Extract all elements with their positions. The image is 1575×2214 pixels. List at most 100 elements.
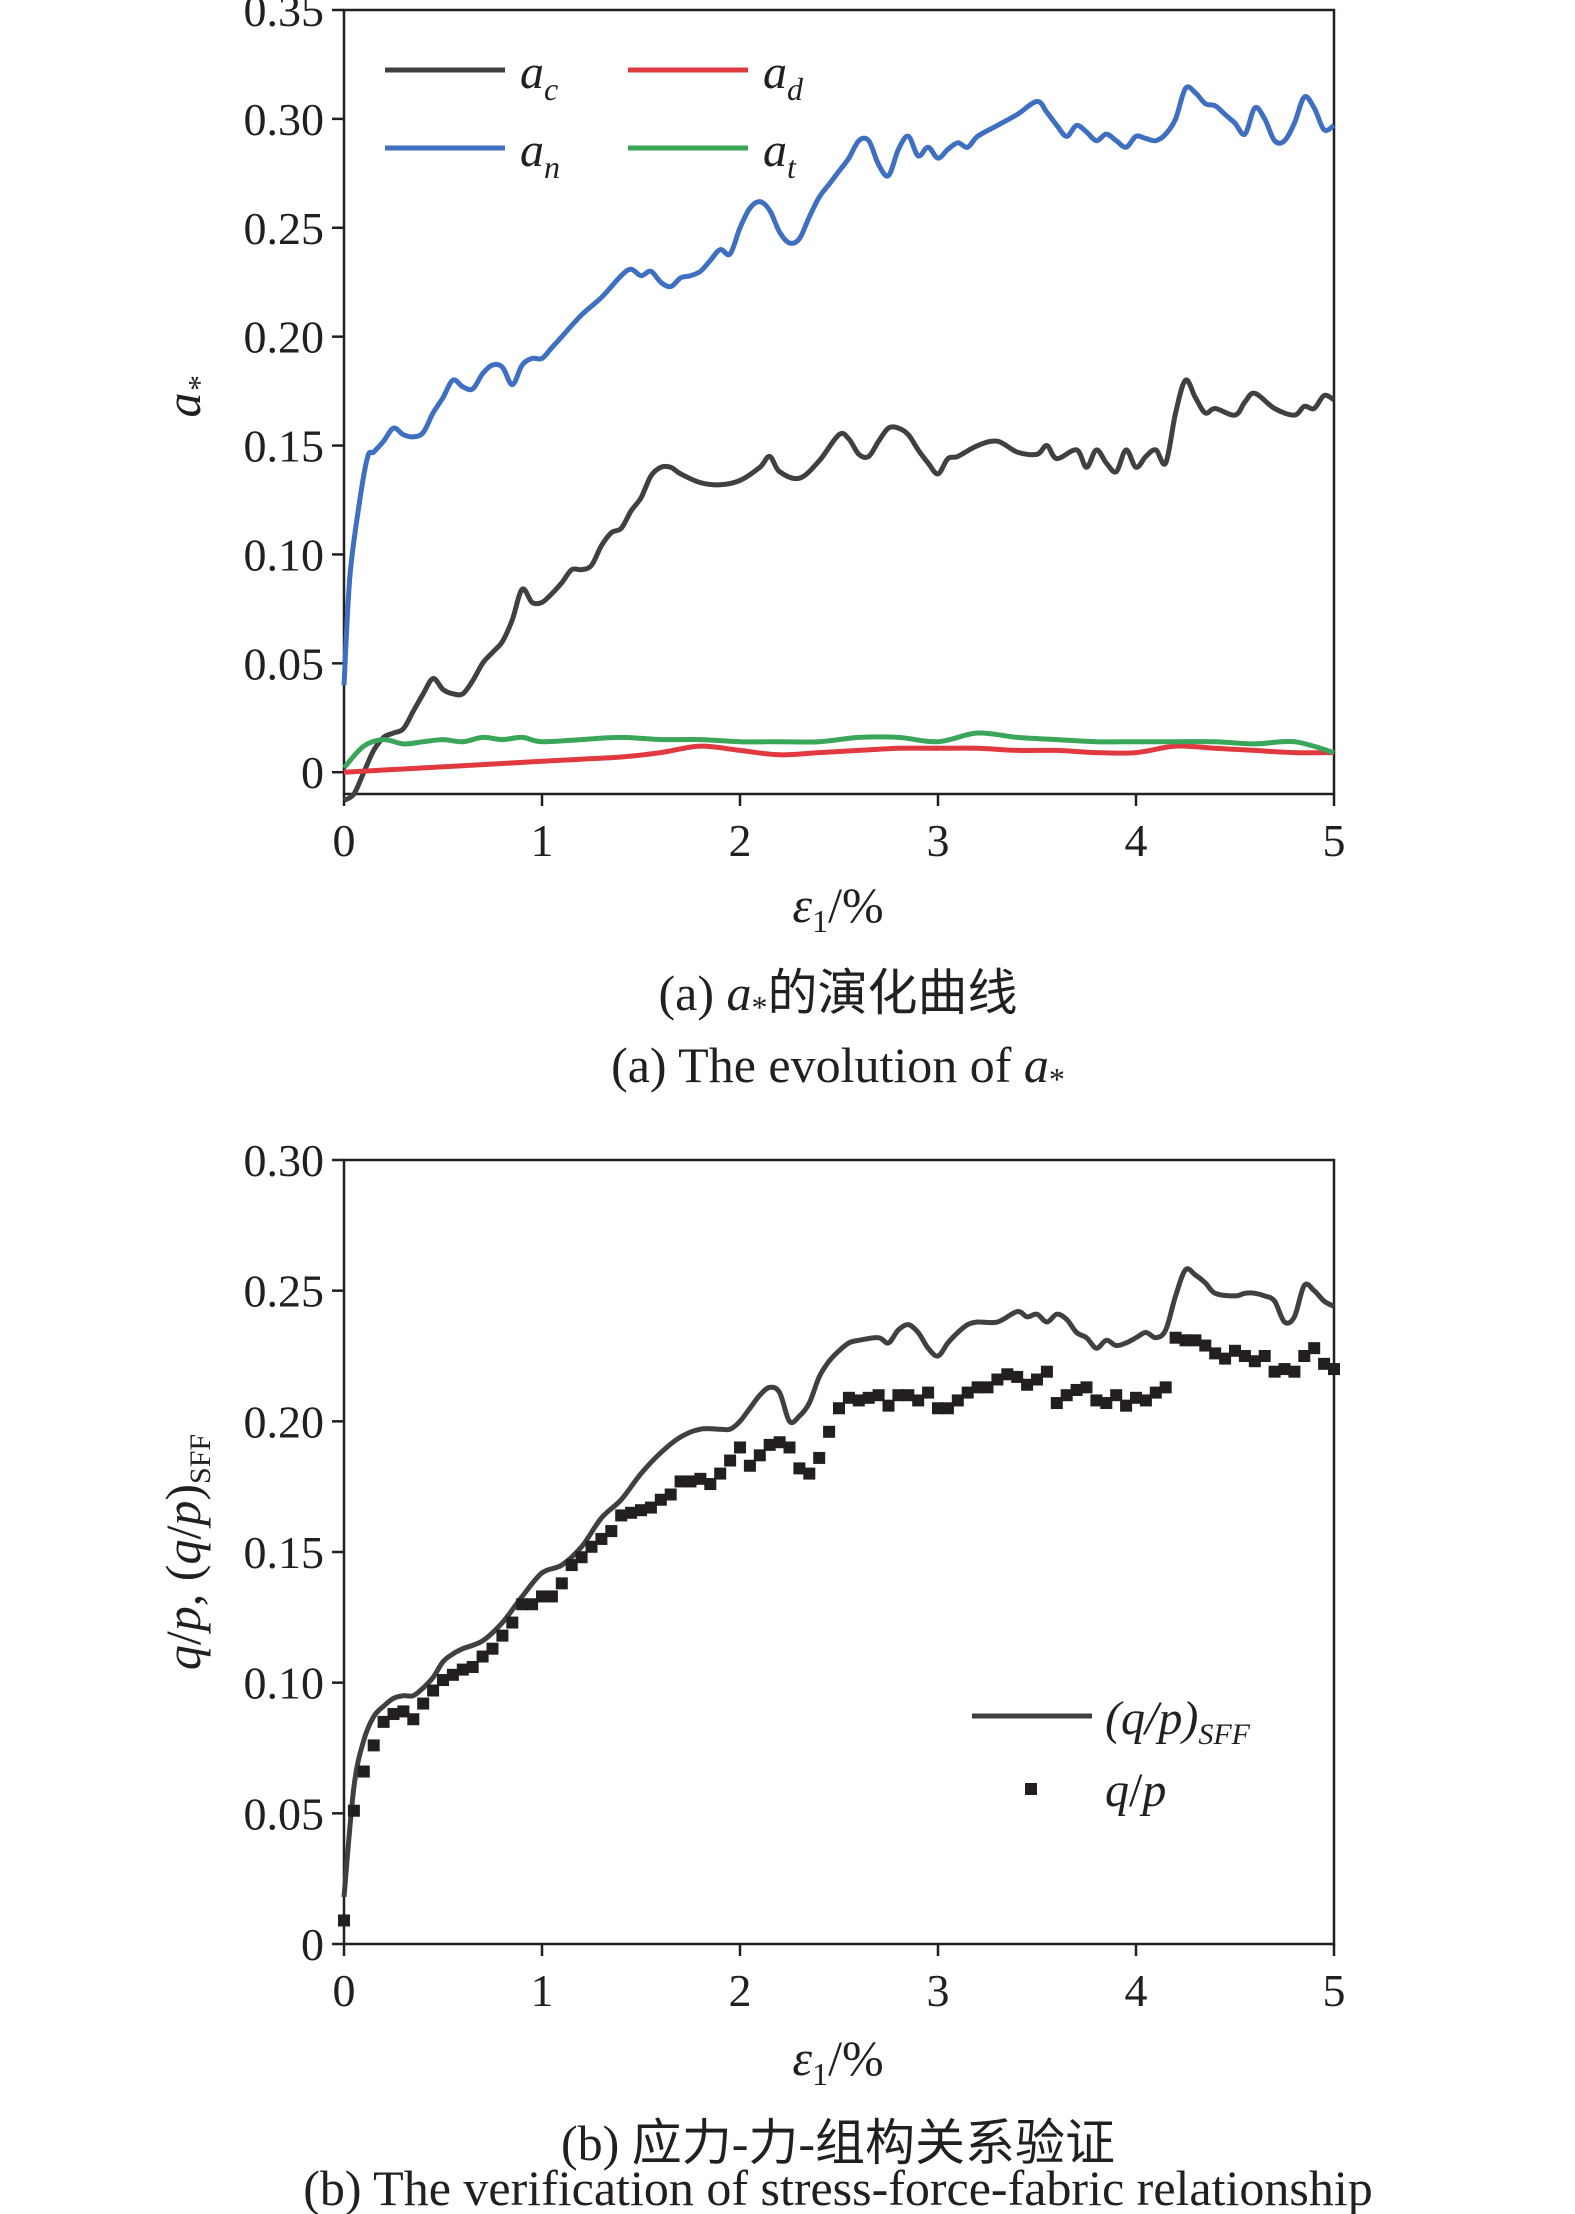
chart-b-point-q-p	[486, 1642, 499, 1655]
chart-b-legend: (q/p)SFF q/p	[972, 1692, 1251, 1817]
chart-a-series-ac-line	[342, 377, 1336, 803]
chart-b-point-q-p	[763, 1438, 776, 1451]
chart-b-point-q-p	[1209, 1347, 1222, 1360]
chart-b-point-q-p	[1308, 1342, 1321, 1355]
chart-b-point-q-p	[773, 1436, 786, 1449]
chart-b-x-tick-label: 0	[333, 1965, 356, 2016]
chart-b-point-q-p	[625, 1506, 638, 1519]
chart-a-y-tick-label: 0.05	[244, 638, 325, 689]
chart-b-x-tick-label: 3	[927, 1965, 950, 2016]
chart-b-point-q-p	[377, 1715, 390, 1728]
chart-b-point-q-p	[743, 1459, 756, 1472]
chart-b-point-q-p	[1248, 1355, 1261, 1368]
chart-b-point-q-p	[951, 1394, 964, 1407]
chart-b-point-q-p	[704, 1478, 717, 1491]
chart-b-point-q-p	[1189, 1334, 1202, 1347]
chart-b-point-q-p	[1229, 1344, 1241, 1357]
chart-b-point-q-p	[892, 1389, 905, 1402]
chart-b-point-q-p	[724, 1454, 737, 1467]
chart-a-x-tick-label: 5	[1323, 815, 1346, 866]
chart-b-point-q-p	[922, 1386, 935, 1399]
chart-b-y-tick-label: 0.25	[244, 1266, 325, 1317]
chart-a-caption-cn: (a) a*的演化曲线	[659, 965, 1018, 1025]
chart-b-caption-cn: (b) 应力-力-组构关系验证	[561, 2115, 1115, 2171]
chart-b-point-q-p	[397, 1705, 410, 1718]
chart-b-series-q-p-sff-line	[341, 1266, 1336, 1898]
chart-b-point-q-p	[852, 1394, 865, 1407]
chart-b-point-q-p	[882, 1399, 895, 1412]
chart-b-point-q-p	[654, 1493, 667, 1506]
chart-b-point-q-p	[1001, 1368, 1014, 1381]
chart-b-point-q-p	[862, 1391, 875, 1404]
chart-b-point-q-p	[1179, 1334, 1192, 1347]
chart-b-point-q-p	[1031, 1373, 1043, 1386]
chart-b-y-tick-label: 0.30	[244, 1135, 325, 1186]
chart-b-point-q-p	[427, 1684, 440, 1697]
chart-b-point-q-p	[734, 1441, 746, 1454]
chart-b-point-q-p	[585, 1540, 598, 1553]
chart-a: 0 1 2 3 4 5 0 0.05 0.10 0.15 0.20 0.25 0.30 0.35 a* ε…	[155, 0, 1346, 1097]
chart-b-point-q-p	[872, 1389, 885, 1402]
chart-b-point-q-p	[823, 1425, 836, 1438]
chart-b-point-q-p	[446, 1668, 459, 1681]
chart-b-point-q-p	[1219, 1352, 1232, 1365]
chart-b-series-q-p	[338, 1331, 1340, 1927]
chart-b-point-q-p	[842, 1391, 855, 1404]
chart-b-point-q-p	[357, 1765, 370, 1778]
chart-a-series-an-line	[341, 84, 1336, 686]
chart-b-point-q-p	[1021, 1378, 1034, 1391]
chart-b-point-q-p	[981, 1381, 994, 1394]
chart-b-point-q-p	[1040, 1365, 1053, 1378]
chart-a-series	[341, 84, 1336, 803]
chart-b-point-q-p	[1318, 1357, 1331, 1370]
chart-b-point-q-p	[684, 1475, 697, 1488]
chart-a-y-axis-title: a*	[155, 377, 217, 418]
chart-b-point-q-p	[932, 1402, 944, 1415]
chart-b-point-q-p	[1090, 1394, 1103, 1407]
chart-b-point-q-p	[1199, 1339, 1212, 1352]
chart-b-point-q-p	[407, 1713, 420, 1726]
legend-label-qp-sff: (q/p)SFF	[1105, 1692, 1251, 1751]
chart-b-point-q-p	[516, 1598, 529, 1611]
legend-label-an: an	[520, 124, 560, 185]
chart-a-y-tick-label: 0	[301, 747, 324, 798]
chart-a-x-tick-label: 4	[1125, 815, 1148, 866]
chart-b-point-q-p	[694, 1472, 707, 1485]
chart-b-point-q-p	[912, 1394, 925, 1407]
legend-label-ac: ac	[520, 46, 558, 107]
chart-a-x-axis-title: ε1/%	[792, 877, 883, 939]
chart-b-x-tick-label: 4	[1125, 1965, 1148, 2016]
chart-b-point-q-p	[674, 1475, 687, 1488]
chart-b-point-q-p	[1149, 1386, 1162, 1399]
chart-b-point-q-p	[813, 1451, 826, 1464]
chart-b-point-q-p	[476, 1650, 489, 1663]
chart-a-caption-en: (a) The evolution of a*	[611, 1037, 1065, 1097]
legend-label-ad: ad	[763, 46, 804, 107]
chart-a-x-tick-label: 0	[333, 815, 356, 866]
chart-b-point-q-p	[338, 1914, 350, 1927]
chart-b-point-q-p	[506, 1616, 519, 1629]
chart-b-point-q-p	[466, 1660, 479, 1673]
chart-b-point-q-p	[793, 1462, 806, 1475]
chart-b-point-q-p	[714, 1467, 727, 1480]
chart-b-point-q-p	[575, 1551, 588, 1564]
chart-b-point-q-p	[536, 1590, 548, 1603]
chart-b-point-q-p	[644, 1501, 657, 1514]
chart-b-point-q-p	[1080, 1381, 1093, 1394]
chart-b-point-q-p	[941, 1402, 954, 1415]
chart-b-ticks: 0 1 2 3 4 5 0 0.05 0.10 0.15 0.20 0.25 0.30	[244, 1135, 1346, 2016]
chart-b-y-tick-label: 0	[301, 1919, 324, 1970]
chart-b-point-q-p	[526, 1598, 539, 1611]
chart-b-point-q-p	[1011, 1370, 1024, 1383]
chart-b-y-tick-label: 0.20	[244, 1396, 325, 1447]
chart-b-point-q-p	[1328, 1363, 1340, 1376]
chart-b-y-axis-title: q/p, (q/p)SFF	[155, 1434, 217, 1670]
chart-b-point-q-p	[635, 1504, 647, 1517]
chart-b-point-q-p	[1169, 1331, 1182, 1344]
chart-b-y-tick-label: 0.05	[244, 1788, 325, 1839]
chart-b-point-q-p	[615, 1509, 628, 1522]
chart-b-point-q-p	[605, 1525, 618, 1538]
chart-b-point-q-p	[565, 1559, 578, 1572]
chart-b-x-axis-title: ε1/%	[792, 2030, 883, 2092]
chart-a-y-tick-label: 0.10	[244, 529, 325, 580]
